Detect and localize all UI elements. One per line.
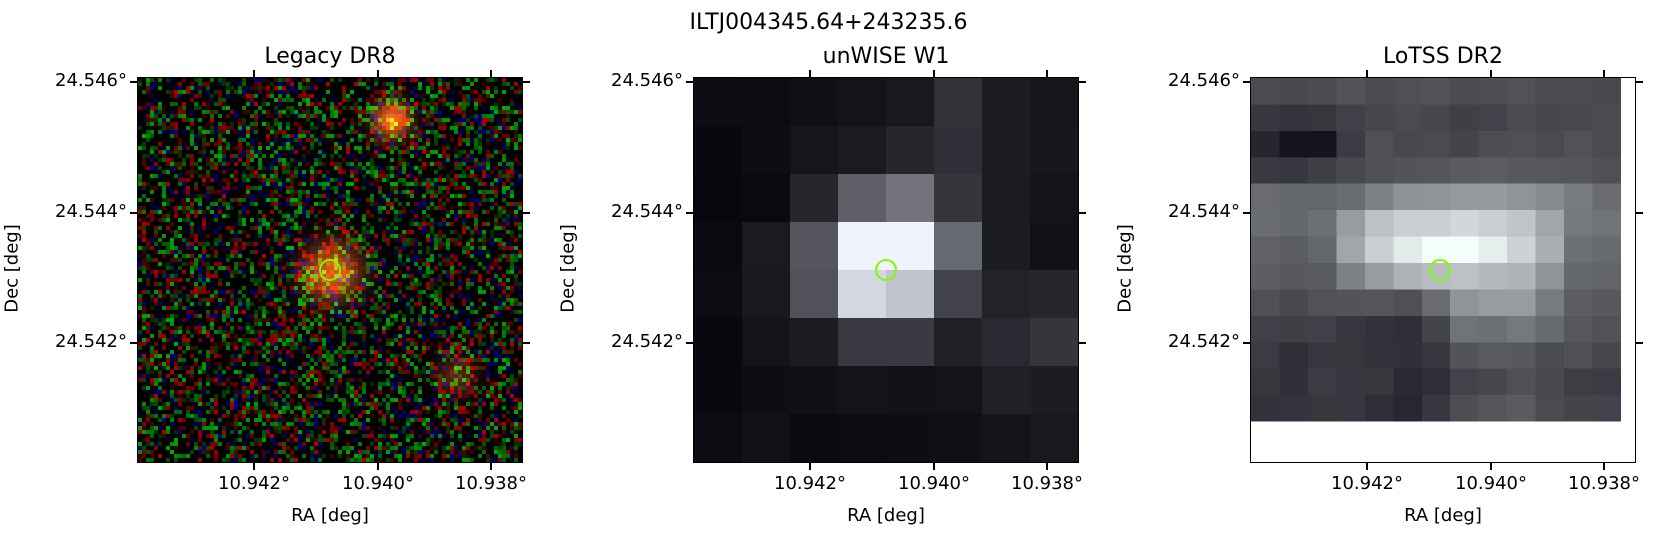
x-tick bbox=[1490, 463, 1492, 470]
y-tick-right bbox=[523, 81, 530, 83]
y-tick-right bbox=[1079, 81, 1086, 83]
y-tick bbox=[1243, 342, 1250, 344]
x-tick-label: 10.940° bbox=[898, 473, 970, 494]
x-tick-label: 10.942° bbox=[774, 473, 846, 494]
y-tick-label: 24.546° bbox=[611, 70, 683, 91]
x-tick bbox=[490, 463, 492, 470]
y-tick-label: 24.544° bbox=[611, 201, 683, 222]
x-tick-top bbox=[809, 70, 811, 77]
x-axis-label: RA [deg] bbox=[291, 505, 369, 526]
figure-title: ILTJ004345.64+243235.6 bbox=[689, 10, 968, 35]
panel-title: unWISE W1 bbox=[822, 44, 950, 69]
y-tick-label: 24.544° bbox=[55, 201, 127, 222]
x-tick-top bbox=[490, 70, 492, 77]
y-tick-right bbox=[1636, 212, 1643, 214]
y-tick-right bbox=[523, 342, 530, 344]
y-tick-label: 24.542° bbox=[55, 331, 127, 352]
y-tick-right bbox=[1636, 81, 1643, 83]
y-tick bbox=[130, 81, 137, 83]
y-axis-label: Dec [deg] bbox=[1114, 224, 1136, 313]
x-tick-label: 10.940° bbox=[1455, 473, 1527, 494]
x-tick bbox=[1046, 463, 1048, 470]
x-tick-top bbox=[253, 70, 255, 77]
x-tick-top bbox=[933, 70, 935, 77]
x-tick-label: 10.942° bbox=[218, 473, 290, 494]
y-tick-label: 24.544° bbox=[1168, 201, 1240, 222]
x-axis-label: RA [deg] bbox=[1404, 505, 1482, 526]
panel-title: Legacy DR8 bbox=[264, 44, 396, 69]
y-tick-right bbox=[1079, 342, 1086, 344]
panel-title: LoTSS DR2 bbox=[1383, 44, 1503, 69]
x-tick-top bbox=[1366, 70, 1368, 77]
x-tick bbox=[933, 463, 935, 470]
x-tick-label: 10.938° bbox=[455, 473, 527, 494]
y-tick bbox=[1243, 212, 1250, 214]
source-marker-circle bbox=[875, 259, 897, 281]
image-frame bbox=[1250, 77, 1636, 463]
x-tick-label: 10.942° bbox=[1331, 473, 1403, 494]
y-tick-label: 24.542° bbox=[1168, 331, 1240, 352]
source-marker-circle bbox=[319, 259, 341, 281]
x-tick-top bbox=[1603, 70, 1605, 77]
y-tick bbox=[130, 342, 137, 344]
x-tick bbox=[1603, 463, 1605, 470]
x-tick bbox=[253, 463, 255, 470]
x-tick-top bbox=[377, 70, 379, 77]
y-tick bbox=[686, 81, 693, 83]
x-tick bbox=[377, 463, 379, 470]
y-axis-label: Dec [deg] bbox=[1, 224, 23, 313]
y-tick-label: 24.542° bbox=[611, 331, 683, 352]
x-tick bbox=[1366, 463, 1368, 470]
y-axis-label: Dec [deg] bbox=[557, 224, 579, 313]
source-marker-circle bbox=[1429, 259, 1451, 281]
y-tick-label: 24.546° bbox=[1168, 70, 1240, 91]
x-tick-label: 10.938° bbox=[1568, 473, 1640, 494]
y-tick bbox=[1243, 81, 1250, 83]
y-tick-right bbox=[1079, 212, 1086, 214]
x-tick-top bbox=[1046, 70, 1048, 77]
image-frame bbox=[693, 77, 1079, 463]
y-tick bbox=[686, 212, 693, 214]
y-tick-right bbox=[523, 212, 530, 214]
x-tick bbox=[809, 463, 811, 470]
x-axis-label: RA [deg] bbox=[847, 505, 925, 526]
image-frame bbox=[137, 77, 523, 463]
x-tick-top bbox=[1490, 70, 1492, 77]
y-tick-right bbox=[1636, 342, 1643, 344]
y-tick-label: 24.546° bbox=[55, 70, 127, 91]
y-tick bbox=[130, 212, 137, 214]
x-tick-label: 10.940° bbox=[342, 473, 414, 494]
x-tick-label: 10.938° bbox=[1011, 473, 1083, 494]
y-tick bbox=[686, 342, 693, 344]
